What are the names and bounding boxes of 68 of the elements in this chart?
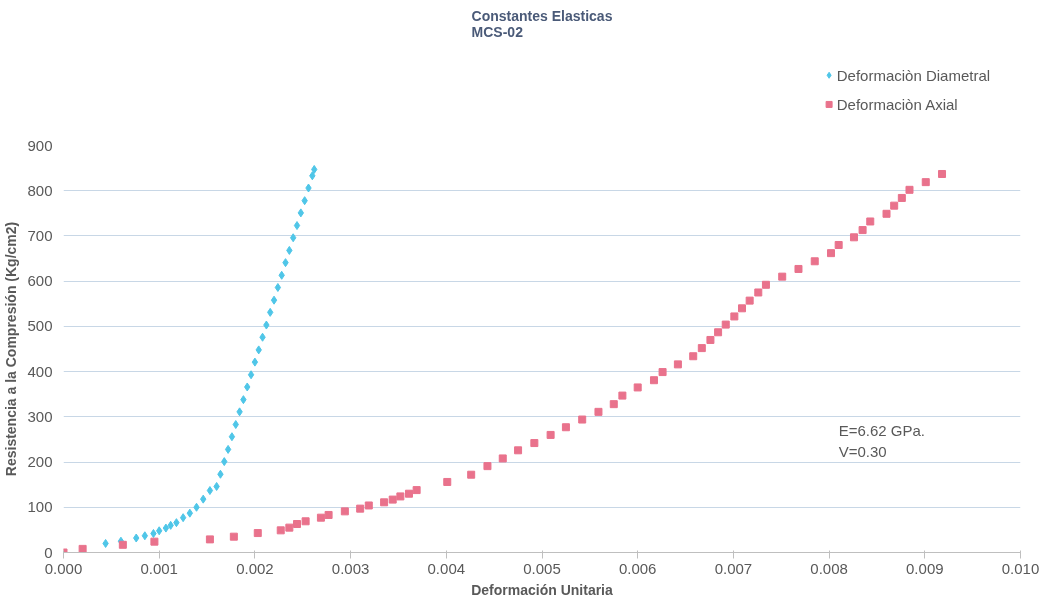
point — [232, 420, 239, 430]
x-axis-title: Deformación Unitaria — [471, 581, 614, 598]
annotation: E=6.62 GPa. — [838, 422, 925, 440]
y-tick-label: 100 — [27, 498, 53, 516]
point — [297, 208, 304, 218]
point — [102, 538, 109, 548]
point — [133, 533, 140, 543]
point — [217, 469, 224, 479]
point — [255, 345, 262, 355]
point — [162, 523, 170, 533]
point — [270, 295, 278, 305]
point — [228, 432, 236, 442]
point — [305, 183, 312, 193]
point — [244, 382, 251, 392]
point — [267, 307, 274, 317]
point — [213, 481, 220, 491]
y-tick-label: 300 — [27, 407, 53, 425]
x-tick-label: 0.003 — [331, 559, 370, 577]
point — [200, 494, 207, 504]
point — [278, 270, 285, 280]
point — [167, 520, 174, 530]
point — [193, 502, 200, 512]
point — [301, 196, 308, 206]
point — [141, 531, 149, 541]
point — [311, 164, 318, 174]
x-tick-label: 0.009 — [906, 559, 944, 577]
legend-label: Deformaciòn Diametral — [836, 66, 991, 84]
x-tick-label: 0.001 — [140, 559, 178, 577]
point — [251, 357, 259, 367]
x-tick-label: 0.002 — [236, 559, 274, 577]
point — [173, 518, 180, 528]
point — [179, 513, 187, 523]
point — [236, 407, 243, 417]
point — [309, 171, 316, 181]
chart-title: Constantes Elasticas MCS-02 — [471, 7, 613, 40]
legend-label: Deformaciòn Axial — [836, 95, 958, 113]
x-tick-label: 0.006 — [618, 559, 657, 577]
y-tick-label: 400 — [27, 362, 53, 380]
point — [206, 486, 214, 496]
y-tick-label: 600 — [27, 272, 53, 290]
point — [263, 320, 270, 330]
point — [290, 233, 297, 243]
point — [156, 526, 163, 536]
x-tick-label: 0.007 — [714, 559, 753, 577]
y-tick-label: 900 — [27, 136, 53, 154]
x-tick-label: 0.008 — [810, 559, 848, 577]
x-tick-label: 0.000 — [44, 559, 83, 577]
x-tick-label: 0.004 — [427, 559, 466, 577]
point — [221, 457, 228, 467]
point — [150, 529, 157, 539]
x-tick-label: 0.010 — [1001, 559, 1040, 577]
point — [224, 444, 232, 454]
x-tick-label: 0.005 — [523, 559, 561, 577]
annotation: V=0.30 — [838, 442, 887, 460]
point — [186, 508, 193, 518]
y-tick-label: 200 — [27, 453, 53, 471]
point — [274, 283, 282, 292]
y-axis-title: Resistencia a la Compresión (Kg/cm2) — [3, 221, 20, 477]
y-tick-label: 0 — [44, 543, 53, 561]
point — [282, 258, 289, 268]
y-tick-label: 800 — [27, 181, 53, 199]
y-tick-label: 500 — [27, 317, 53, 335]
point — [259, 332, 266, 342]
point — [293, 221, 301, 231]
point — [286, 245, 293, 255]
point — [240, 395, 247, 405]
y-tick-label: 700 — [27, 226, 53, 244]
point — [247, 370, 255, 380]
